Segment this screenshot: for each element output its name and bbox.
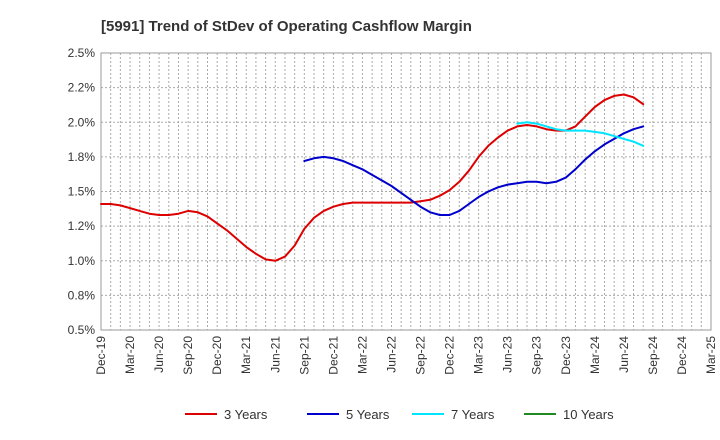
y-tick-label: 2.5% <box>68 46 96 60</box>
y-tick-label: 1.8% <box>68 150 96 164</box>
x-tick-label: Dec-19 <box>94 336 108 375</box>
x-tick-label: Sep-20 <box>181 336 195 375</box>
y-tick-label: 0.5% <box>68 323 96 337</box>
x-tick-label: Sep-23 <box>530 336 544 375</box>
y-tick-label: 2.0% <box>68 115 96 129</box>
x-tick-label: Sep-21 <box>297 336 311 375</box>
x-tick-label: Dec-20 <box>210 336 224 375</box>
y-tick-label: 2.2% <box>68 81 96 95</box>
legend: 3 Years 5 Years 7 Years 10 Years <box>185 407 614 422</box>
x-tick-label: Jun-21 <box>268 336 282 373</box>
chart-title: [5991] Trend of StDev of Operating Cashf… <box>101 18 472 35</box>
x-tick-label: Mar-24 <box>588 336 602 374</box>
x-tick-label: Sep-22 <box>414 336 428 375</box>
x-tick-label: Jun-20 <box>152 336 166 373</box>
y-tick-label: 1.5% <box>68 185 96 199</box>
series-line-3-years <box>100 93 645 262</box>
x-tick-label: Mar-22 <box>355 336 369 374</box>
plot-border <box>100 52 712 331</box>
series-line-7-years <box>516 121 645 147</box>
series-lines <box>100 93 645 262</box>
x-tick-label: Mar-25 <box>704 336 718 374</box>
x-tick-label: Mar-21 <box>239 336 253 374</box>
x-tick-label: Jun-24 <box>617 336 631 373</box>
legend-label: 10 Years <box>563 407 614 422</box>
y-tick-label: 0.8% <box>68 288 96 302</box>
x-tick-label: Sep-24 <box>646 336 660 375</box>
y-axis: 0.5% 0.8% 1.0% 1.2% 1.5% 1.8% 2.0% 2.2% 2.5% <box>68 46 96 337</box>
x-tick-label: Dec-24 <box>675 336 689 375</box>
y-tick-label: 1.0% <box>68 254 96 268</box>
legend-label: 5 Years <box>346 407 390 422</box>
x-tick-label: Dec-22 <box>443 336 457 375</box>
grid <box>101 53 711 330</box>
x-tick-label: Mar-20 <box>123 336 137 374</box>
x-tick-label: Jun-23 <box>501 336 515 373</box>
x-axis: Dec-19 Mar-20 Jun-20 Sep-20 Dec-20 Mar-21 Jun-… <box>94 336 718 375</box>
legend-label: 3 Years <box>224 407 268 422</box>
legend-label: 7 Years <box>451 407 495 422</box>
x-tick-label: Mar-23 <box>472 336 486 374</box>
x-tick-label: Jun-22 <box>384 336 398 373</box>
series-line-5-years <box>303 125 645 216</box>
x-tick-label: Dec-23 <box>559 336 573 375</box>
y-tick-label: 1.2% <box>68 219 96 233</box>
x-tick-label: Dec-21 <box>326 336 340 375</box>
